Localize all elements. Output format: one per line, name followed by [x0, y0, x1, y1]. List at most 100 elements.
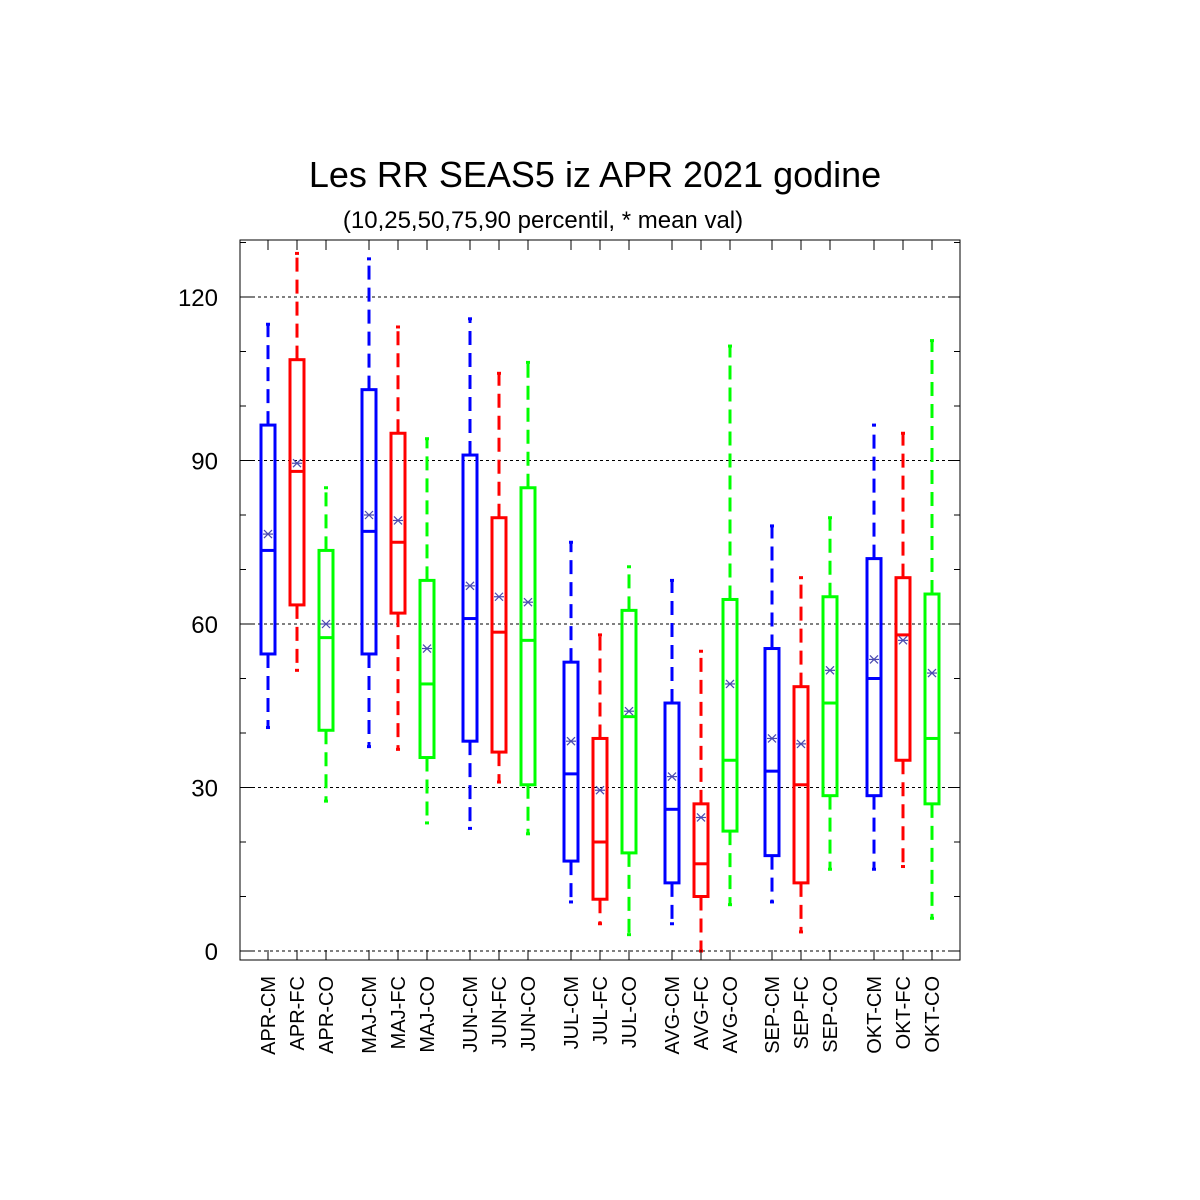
- iqr-box: [360, 388, 378, 656]
- mean-stroke: [667, 772, 677, 782]
- box-okt-cm: [865, 423, 883, 871]
- mean-stroke: [364, 510, 374, 520]
- box-avg-fc: [692, 649, 710, 953]
- x-tick-label: SEP-CO: [820, 976, 842, 1053]
- y-tick-label: 60: [191, 612, 218, 639]
- mean-marker: [465, 581, 475, 591]
- box-maj-fc: [389, 325, 407, 751]
- mean-marker: [767, 734, 777, 743]
- mean-marker: [927, 668, 937, 678]
- mean-marker: [796, 739, 806, 749]
- x-tick-label: MAJ-CO: [417, 976, 439, 1053]
- boxes: [259, 251, 941, 953]
- x-tick-label: AVG-CM: [662, 976, 684, 1055]
- x-tick-label: OKT-CO: [922, 976, 944, 1053]
- box-jul-fc: [591, 633, 609, 926]
- x-axis: APR-CM APR-FC APR-CO MAJ-CM MAJ-FC MAJ-CO JUN-…: [258, 240, 944, 1055]
- mean-marker: [869, 655, 879, 664]
- mean-marker: [292, 458, 302, 468]
- mean-stroke: [465, 581, 475, 591]
- box-jul-co: [620, 565, 638, 937]
- mean-stroke: [422, 644, 432, 653]
- x-tick-label: APR-CO: [316, 976, 338, 1054]
- mean-stroke: [624, 706, 634, 716]
- mean-marker: [494, 592, 504, 602]
- mean-marker: [667, 772, 677, 782]
- mean-stroke: [869, 655, 879, 664]
- iqr-box: [894, 576, 912, 762]
- box-sep-cm: [763, 524, 781, 904]
- mean-stroke: [292, 458, 302, 468]
- iqr-box: [317, 548, 335, 732]
- box-sep-fc: [792, 576, 810, 934]
- y-tick-label: 120: [178, 285, 218, 312]
- iqr-box: [490, 516, 508, 754]
- box-avg-co: [721, 344, 739, 907]
- x-tick-label: JUL-FC: [590, 976, 612, 1045]
- mean-marker: [624, 706, 634, 716]
- box-apr-co: [317, 486, 335, 803]
- box-jun-fc: [490, 371, 508, 784]
- x-tick-label: SEP-CM: [762, 976, 784, 1054]
- mean-stroke: [796, 739, 806, 749]
- gridlines: [240, 296, 960, 952]
- mean-marker: [566, 736, 576, 746]
- x-tick-label: JUL-CO: [619, 976, 641, 1048]
- iqr-box: [519, 486, 537, 787]
- box-jul-cm: [562, 540, 580, 904]
- mean-marker: [898, 635, 908, 645]
- mean-marker: [696, 813, 706, 822]
- mean-marker: [595, 785, 605, 795]
- mean-marker: [364, 510, 374, 520]
- mean-marker: [825, 665, 835, 675]
- box-okt-co: [923, 339, 941, 920]
- x-tick-label: AVG-CO: [720, 976, 742, 1053]
- mean-marker: [523, 597, 533, 607]
- x-tick-label: MAJ-FC: [388, 976, 410, 1049]
- iqr-box: [763, 647, 781, 858]
- mean-stroke: [566, 736, 576, 746]
- y-tick-label: 0: [205, 939, 218, 966]
- x-tick-label: APR-CM: [258, 976, 280, 1055]
- y-tick-label: 30: [191, 776, 218, 803]
- box-maj-cm: [360, 257, 378, 749]
- iqr-box: [562, 660, 580, 863]
- iqr-box: [288, 358, 306, 607]
- mean-stroke: [595, 785, 605, 795]
- box-avg-cm: [663, 578, 681, 926]
- x-tick-label: JUN-FC: [489, 976, 511, 1048]
- x-tick-label: JUN-CM: [460, 976, 482, 1053]
- box-jun-cm: [461, 317, 479, 830]
- iqr-box: [418, 578, 436, 760]
- iqr-box: [620, 608, 638, 855]
- iqr-box: [821, 595, 839, 798]
- chart-subtitle: (10,25,50,75,90 percentil, * mean val): [343, 207, 743, 234]
- x-tick-label: JUN-CO: [518, 976, 540, 1052]
- mean-marker: [393, 516, 403, 525]
- x-tick-label: SEP-FC: [791, 976, 813, 1049]
- mean-stroke: [825, 665, 835, 675]
- mean-stroke: [927, 668, 937, 678]
- x-tick-label: OKT-FC: [893, 976, 915, 1049]
- x-tick-label: JUL-CM: [561, 976, 583, 1049]
- mean-stroke: [494, 592, 504, 602]
- iqr-box: [721, 597, 739, 833]
- box-apr-cm: [259, 322, 277, 730]
- iqr-box: [591, 736, 609, 901]
- iqr-box: [461, 453, 479, 743]
- mean-marker: [321, 619, 331, 629]
- iqr-box: [663, 701, 681, 885]
- mean-stroke: [725, 679, 735, 689]
- iqr-box: [259, 423, 277, 656]
- mean-stroke: [898, 635, 908, 645]
- iqr-box: [389, 431, 407, 615]
- plot-frame: [239, 239, 961, 961]
- y-axis: 0 30 60 90 120: [178, 242, 960, 966]
- mean-stroke: [393, 516, 403, 525]
- mean-stroke: [321, 619, 331, 629]
- mean-marker: [725, 679, 735, 689]
- box-maj-co: [418, 437, 436, 825]
- mean-marker: [422, 644, 432, 653]
- mean-stroke: [767, 734, 777, 743]
